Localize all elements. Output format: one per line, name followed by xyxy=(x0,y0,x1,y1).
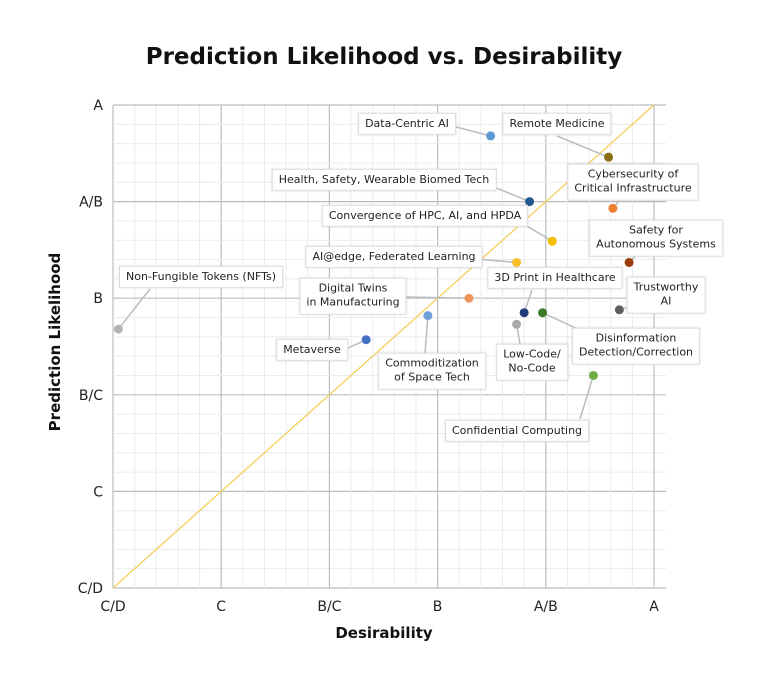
point-label: Data-Centric AI xyxy=(358,112,456,136)
leader-line xyxy=(579,375,595,420)
data-point xyxy=(423,311,433,321)
data-point xyxy=(604,152,614,162)
point-label: Low-Code/ No-Code xyxy=(496,343,568,381)
point-label: Cybersecurity of Critical Infrastructure xyxy=(567,163,699,201)
diagonal-reference-line xyxy=(112,104,655,589)
data-point xyxy=(525,197,535,207)
leader-line xyxy=(451,125,491,137)
data-point xyxy=(486,131,496,141)
data-point xyxy=(608,203,618,213)
point-label: 3D Print in Healthcare xyxy=(487,266,623,290)
data-point xyxy=(464,293,474,303)
chart-title: Prediction Likelihood vs. Desirability xyxy=(145,44,623,70)
data-point xyxy=(519,308,529,318)
leader-line xyxy=(556,135,609,158)
y-tick-label: C xyxy=(93,484,103,500)
point-label: Trustworthy AI xyxy=(626,276,706,314)
point-label: Commoditization of Space Tech xyxy=(378,352,486,390)
point-label: AI@edge, Federated Learning xyxy=(305,245,483,269)
point-label: Convergence of HPC, AI, and HPDA xyxy=(321,204,529,228)
y-tick-label: A/B xyxy=(79,195,103,211)
x-tick-label: C xyxy=(216,599,226,615)
leader-line xyxy=(542,312,581,331)
data-point xyxy=(512,257,522,267)
data-point xyxy=(361,335,371,345)
data-point xyxy=(547,236,557,246)
point-label: Safety for Autonomous Systems xyxy=(589,219,723,257)
leader-line xyxy=(117,288,151,330)
data-point xyxy=(624,257,634,267)
point-label: Digital Twins in Manufacturing xyxy=(299,277,407,315)
point-label: Health, Safety, Wearable Biomed Tech xyxy=(271,168,497,192)
x-tick-label: B xyxy=(433,599,443,615)
point-label: Disinformation Detection/Correction xyxy=(571,327,701,365)
data-point xyxy=(113,324,123,334)
point-label: Metaverse xyxy=(276,338,348,362)
y-tick-label: B xyxy=(93,291,103,307)
x-tick-label: B/C xyxy=(317,599,341,615)
leader-line xyxy=(405,296,469,299)
y-tick-label: B/C xyxy=(79,388,103,404)
y-tick-label: A xyxy=(93,98,103,114)
x-axis-label: Desirability xyxy=(335,624,433,642)
data-point xyxy=(588,370,598,380)
point-label: Remote Medicine xyxy=(502,112,612,136)
x-tick-label: C/D xyxy=(100,599,125,615)
point-label: Non-Fungible Tokens (NFTs) xyxy=(118,265,284,289)
leader-line xyxy=(424,315,429,355)
leader-line xyxy=(475,258,517,264)
data-point xyxy=(538,308,548,318)
point-label: Confidential Computing xyxy=(444,419,590,443)
data-point xyxy=(512,319,522,329)
data-point xyxy=(614,305,624,315)
y-tick-label: C/D xyxy=(78,581,103,597)
x-tick-label: A/B xyxy=(534,599,558,615)
x-tick-label: A xyxy=(649,599,659,615)
